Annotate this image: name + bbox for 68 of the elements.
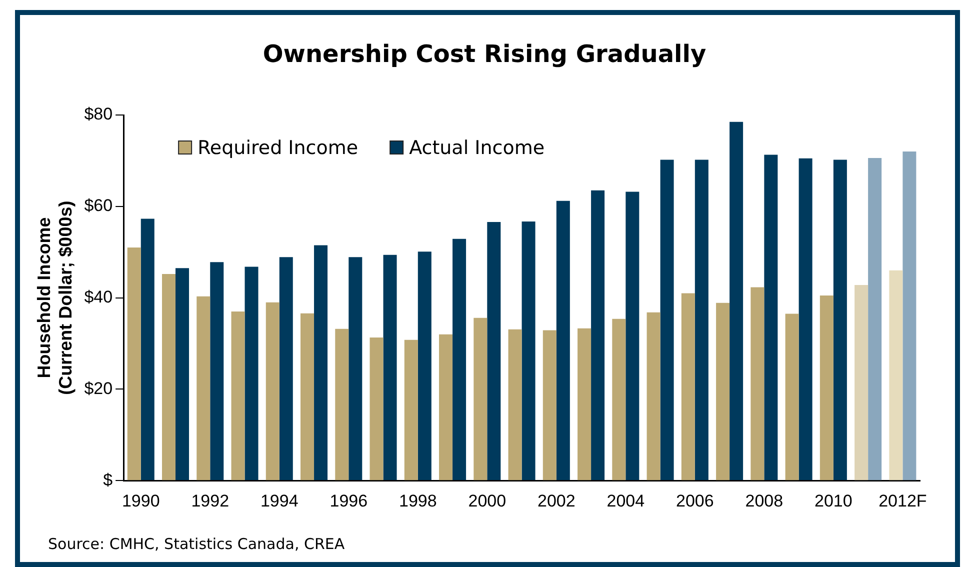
bar	[314, 245, 328, 480]
x-tick-label: 1994	[260, 491, 298, 510]
y-tick-label: $40	[84, 287, 113, 306]
x-tick-label: 2000	[468, 491, 506, 510]
bar	[612, 318, 626, 480]
bar	[522, 221, 536, 480]
y-tick-label: $60	[84, 196, 113, 216]
bar	[646, 312, 660, 480]
bar	[868, 158, 882, 480]
bar	[591, 190, 605, 480]
bar	[348, 257, 362, 480]
bar	[508, 329, 522, 480]
bar	[542, 330, 556, 480]
bar	[404, 340, 418, 480]
bar	[487, 222, 501, 480]
bar	[833, 160, 847, 480]
bar	[196, 296, 210, 480]
x-tick-label: 1990	[122, 491, 160, 510]
bar	[798, 158, 812, 480]
y-tick-label: $80	[84, 104, 113, 124]
bar	[578, 328, 592, 480]
bar	[140, 218, 154, 480]
legend-label: Actual Income	[409, 136, 545, 159]
bar	[660, 160, 674, 480]
source-note: Source: CMHC, Statistics Canada, CREA	[48, 535, 345, 553]
bar	[785, 314, 799, 480]
y-tick-label: $	[103, 470, 114, 490]
bar	[764, 154, 778, 480]
bar	[681, 293, 695, 480]
bar	[716, 302, 730, 480]
bar	[889, 270, 903, 480]
bar	[750, 287, 764, 480]
bar	[452, 238, 466, 480]
x-tick-label: 2006	[676, 491, 714, 510]
bar	[694, 160, 708, 480]
x-tick-label: 2010	[814, 491, 852, 510]
x-tick-label: 2012F	[878, 491, 927, 510]
bar	[266, 302, 280, 480]
bar	[418, 252, 432, 480]
x-tick-label: 2002	[537, 491, 576, 510]
bar	[854, 285, 868, 480]
x-tick-label: 1996	[330, 491, 368, 510]
x-tick-label: 2004	[606, 491, 645, 510]
x-tick-label: 2008	[745, 491, 784, 510]
bar	[300, 313, 314, 480]
bar	[127, 248, 141, 480]
bar	[383, 254, 397, 480]
bar	[820, 296, 834, 480]
bar	[474, 318, 488, 480]
bar	[162, 274, 176, 480]
bar	[626, 192, 640, 480]
legend-label: Required Income	[198, 136, 358, 159]
bar	[370, 338, 384, 480]
bar	[556, 200, 570, 480]
bar	[335, 328, 349, 480]
y-axis-title: Household Income (Current Dollar; $000s)	[34, 200, 76, 395]
bar	[176, 268, 190, 480]
x-tick-label: 1992	[191, 491, 230, 510]
bar	[210, 262, 224, 480]
x-tick-label: 1998	[398, 491, 437, 510]
bar	[902, 152, 916, 480]
bar	[279, 257, 293, 480]
bar	[244, 266, 258, 480]
bar	[231, 312, 245, 480]
y-tick-label: $20	[84, 378, 113, 398]
bar	[730, 122, 744, 480]
chart-title: Ownership Cost Rising Gradually	[262, 40, 708, 68]
bar	[439, 334, 453, 480]
